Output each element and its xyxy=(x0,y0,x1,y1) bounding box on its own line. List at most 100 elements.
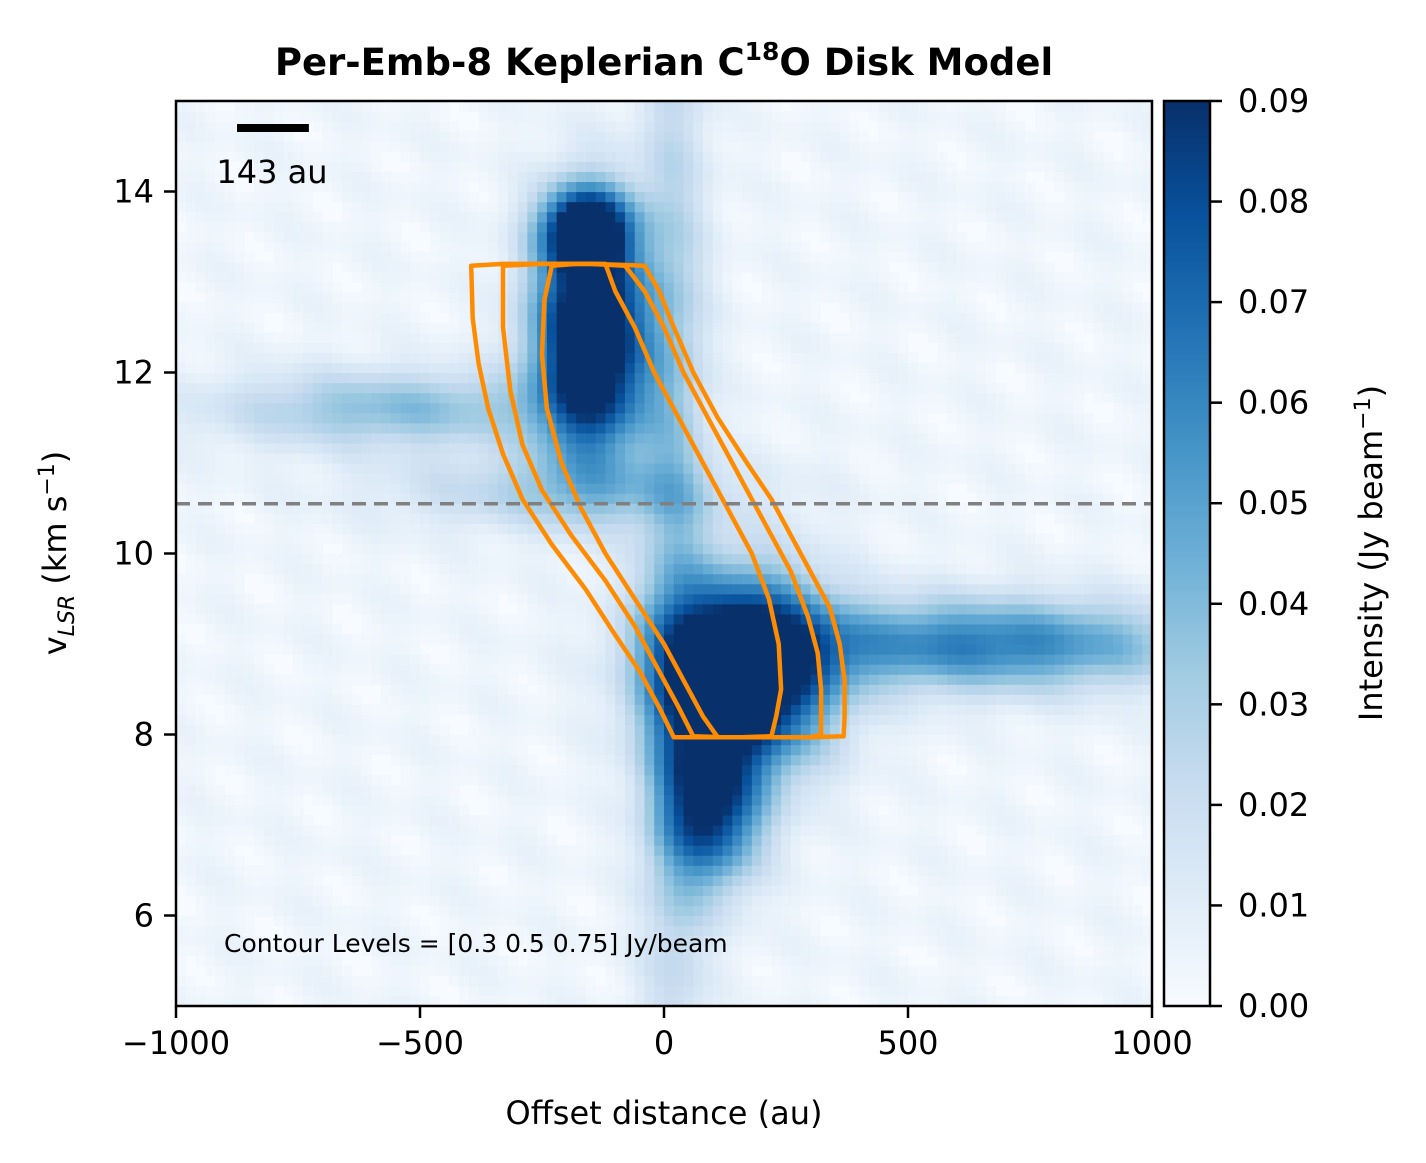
heatmap-cell xyxy=(185,573,197,585)
heatmap-cell xyxy=(254,664,265,675)
heatmap-cell xyxy=(1093,975,1104,987)
heatmap-cell xyxy=(1064,895,1075,907)
heatmap-cell xyxy=(693,975,704,987)
heatmap-cell xyxy=(478,724,489,736)
heatmap-cell xyxy=(185,563,197,575)
heatmap-cell xyxy=(712,985,724,997)
heatmap-cell xyxy=(439,774,450,786)
heatmap-cell xyxy=(790,935,802,947)
heatmap-cell xyxy=(322,955,333,967)
heatmap-cell xyxy=(615,945,626,957)
heatmap-cell xyxy=(634,784,646,796)
heatmap-cell xyxy=(517,694,528,705)
heatmap-cell xyxy=(644,483,655,494)
heatmap-cell xyxy=(859,985,870,997)
heatmap-cell xyxy=(273,513,284,524)
heatmap-cell xyxy=(244,553,255,565)
heatmap-cell xyxy=(400,855,411,866)
heatmap-cell xyxy=(810,814,821,826)
heatmap-cell xyxy=(351,794,363,806)
heatmap-cell xyxy=(1054,623,1065,635)
heatmap-cell xyxy=(800,674,811,685)
heatmap-cell xyxy=(966,784,977,796)
heatmap-cell xyxy=(751,995,763,1006)
heatmap-cell xyxy=(1054,593,1065,605)
heatmap-cell xyxy=(556,965,567,977)
heatmap-cell xyxy=(937,835,948,846)
heatmap-cell xyxy=(781,764,792,776)
heatmap-cell xyxy=(634,895,646,907)
heatmap-cell xyxy=(878,895,890,907)
heatmap-cell xyxy=(1112,704,1124,715)
heatmap-cell xyxy=(868,724,880,736)
heatmap-cell xyxy=(556,473,567,484)
heatmap-cell xyxy=(859,965,870,977)
heatmap-cell xyxy=(1054,583,1065,595)
heatmap-cell xyxy=(1093,845,1104,856)
heatmap-cell xyxy=(254,794,265,806)
heatmap-cell xyxy=(605,533,616,545)
heatmap-cell xyxy=(1073,654,1085,665)
heatmap-cell xyxy=(215,955,226,967)
heatmap-cell xyxy=(1073,905,1085,917)
heatmap-cell xyxy=(693,684,704,695)
heatmap-cell xyxy=(176,845,187,856)
heatmap-cell xyxy=(615,483,626,494)
heatmap-cell xyxy=(1122,744,1134,756)
heatmap-cell xyxy=(1034,483,1046,494)
heatmap-cell xyxy=(712,674,724,685)
heatmap-cell xyxy=(898,975,909,987)
heatmap-cell xyxy=(644,774,655,786)
heatmap-cell xyxy=(341,985,353,997)
heatmap-cell xyxy=(537,925,548,937)
heatmap-cell xyxy=(810,543,821,555)
heatmap-cell xyxy=(1064,825,1075,836)
heatmap-cell xyxy=(293,694,304,705)
heatmap-cell xyxy=(683,754,694,766)
heatmap-cell xyxy=(215,784,226,796)
heatmap-cell xyxy=(751,633,763,645)
heatmap-cell xyxy=(1083,583,1095,595)
heatmap-cell xyxy=(956,633,968,645)
heatmap-cell xyxy=(498,915,509,927)
heatmap-cell xyxy=(634,714,646,726)
heatmap-cell xyxy=(341,553,353,565)
heatmap-cell xyxy=(722,473,733,484)
heatmap-cell xyxy=(1015,533,1026,545)
heatmap-cell xyxy=(615,985,626,997)
heatmap-cell xyxy=(995,825,1007,836)
heatmap-cell xyxy=(263,744,275,756)
heatmap-cell xyxy=(429,513,441,524)
heatmap-cell xyxy=(751,804,763,816)
heatmap-cell xyxy=(517,704,528,715)
heatmap-cell xyxy=(185,945,197,957)
heatmap-cell xyxy=(605,905,616,917)
heatmap-cell xyxy=(605,543,616,555)
heatmap-cell xyxy=(293,885,304,896)
heatmap-cell xyxy=(263,563,275,575)
heatmap-cell xyxy=(712,774,724,786)
heatmap-cell xyxy=(605,835,616,846)
heatmap-cell xyxy=(1073,664,1085,675)
heatmap-cell xyxy=(888,835,899,846)
heatmap-cell xyxy=(634,593,646,605)
heatmap-cell xyxy=(1093,774,1104,786)
heatmap-cell xyxy=(283,774,294,786)
heatmap-cell xyxy=(673,483,685,494)
heatmap-cell xyxy=(947,613,958,625)
heatmap-cell xyxy=(605,573,616,585)
heatmap-cell xyxy=(205,553,216,565)
heatmap-cell xyxy=(224,825,236,836)
heatmap-cell xyxy=(351,754,363,766)
heatmap-cell xyxy=(878,704,890,715)
heatmap-cell xyxy=(1044,684,1055,695)
heatmap-cell xyxy=(556,804,567,816)
heatmap-cell xyxy=(976,543,987,555)
heatmap-cell xyxy=(878,664,890,675)
heatmap-cell xyxy=(829,704,841,715)
heatmap-cell xyxy=(673,573,685,585)
heatmap-cell xyxy=(185,473,197,484)
heatmap-cell xyxy=(312,583,323,595)
heatmap-cell xyxy=(927,764,938,776)
heatmap-cell xyxy=(634,985,646,997)
